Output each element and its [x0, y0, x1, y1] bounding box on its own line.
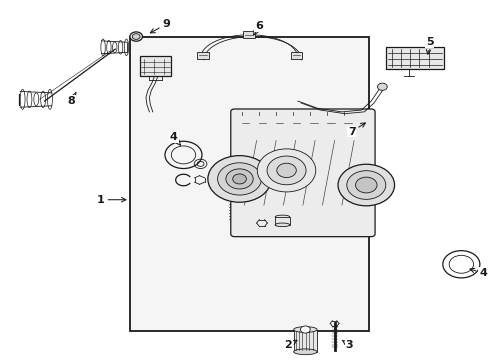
Bar — [293, 329, 316, 352]
Text: 3: 3 — [342, 340, 352, 350]
Text: 2: 2 — [284, 340, 296, 350]
Bar — [197, 51, 208, 59]
Bar — [290, 51, 302, 59]
Circle shape — [232, 174, 246, 184]
Text: 6: 6 — [253, 21, 263, 35]
Bar — [385, 47, 444, 69]
Bar — [243, 31, 255, 39]
Circle shape — [346, 171, 385, 199]
Circle shape — [225, 169, 253, 189]
Text: 7: 7 — [347, 123, 365, 136]
Text: 1: 1 — [97, 195, 126, 205]
Circle shape — [300, 326, 309, 333]
FancyBboxPatch shape — [230, 109, 374, 237]
Ellipse shape — [293, 327, 316, 332]
Circle shape — [266, 156, 305, 185]
Ellipse shape — [275, 215, 289, 219]
Bar — [140, 56, 171, 76]
Circle shape — [337, 164, 394, 206]
Text: 9: 9 — [150, 19, 170, 33]
Circle shape — [207, 156, 271, 202]
Text: 8: 8 — [67, 93, 76, 106]
Circle shape — [276, 163, 296, 177]
Circle shape — [377, 83, 386, 90]
Text: 4: 4 — [469, 268, 486, 278]
Ellipse shape — [293, 349, 316, 355]
Ellipse shape — [275, 223, 289, 226]
Circle shape — [217, 163, 261, 195]
Bar — [275, 217, 289, 225]
Text: 4: 4 — [169, 132, 180, 145]
Circle shape — [355, 177, 376, 193]
Text: 5: 5 — [425, 37, 432, 54]
Circle shape — [257, 149, 315, 192]
Circle shape — [130, 32, 142, 41]
Bar — [130, 37, 368, 330]
Circle shape — [132, 34, 140, 40]
